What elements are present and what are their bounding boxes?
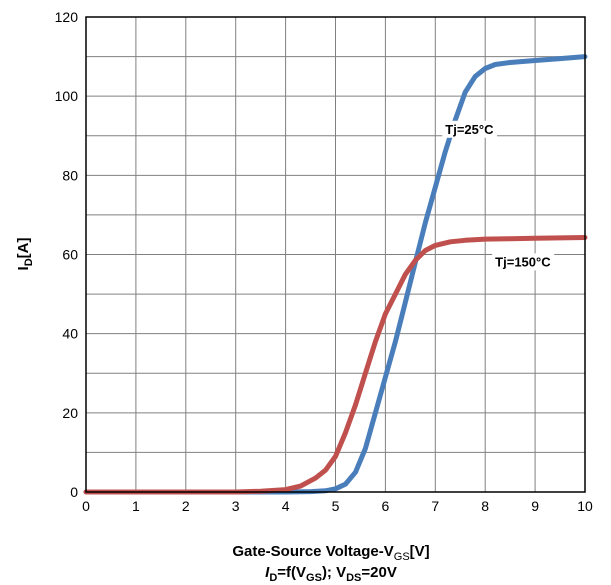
y-tick-label: 0 [70, 484, 78, 500]
y-axis-title-sub: D [23, 258, 35, 266]
x-tick-label: 1 [132, 498, 140, 514]
caption-part-1: I [265, 564, 270, 581]
annotation-bg [492, 253, 555, 271]
series-lines [83, 54, 588, 495]
x-axis-title: Gate-Source Voltage-VGS[V] [232, 543, 429, 563]
caption-part-1-sub: D [269, 572, 277, 584]
caption-part-3-sub: DS [346, 572, 361, 584]
annotations: Tj=25°C Tj=150°C [442, 120, 555, 271]
x-axis-title-sub: GS [394, 551, 410, 563]
plot-frame [85, 16, 586, 493]
caption-part-3: ); V [322, 564, 346, 581]
y-axis-title: ID[A] [15, 238, 35, 271]
x-tick-label: 8 [481, 498, 489, 514]
x-tick-label: 10 [577, 498, 593, 514]
x-axis-title-main: Gate-Source Voltage-V [232, 543, 393, 560]
x-tick-label: 3 [232, 498, 240, 514]
y-tick-label: 20 [62, 405, 78, 421]
x-tick-label: 2 [182, 498, 190, 514]
x-tick-label: 6 [382, 498, 390, 514]
x-axis-title-tail: [V] [410, 543, 430, 560]
annotation-label: Tj=150°C [495, 254, 551, 269]
x-tick-label: 9 [531, 498, 539, 514]
y-tick-label: 60 [62, 247, 78, 263]
x-tick-label: 0 [82, 498, 90, 514]
caption-part-2-sub: GS [306, 572, 322, 584]
y-axis-title-main: I [15, 266, 32, 270]
series-line-1 [83, 235, 588, 495]
x-tick-label: 4 [282, 498, 290, 514]
chart-caption: ID=f(VGS); VDS=20V [265, 564, 397, 584]
y-axis-title-tail: [A] [15, 238, 32, 259]
y-tick-label: 100 [55, 88, 79, 104]
y-tick-label: 80 [62, 167, 78, 183]
caption-part-4: =20V [361, 564, 396, 581]
y-tick-label: 40 [62, 326, 78, 342]
annotation-bg [442, 120, 498, 138]
caption-part-2: =f(V [277, 564, 306, 581]
x-tick-label: 5 [332, 498, 340, 514]
y-tick-label: 120 [55, 9, 79, 25]
annotation-label: Tj=25°C [445, 122, 494, 137]
x-tick-label: 7 [431, 498, 439, 514]
